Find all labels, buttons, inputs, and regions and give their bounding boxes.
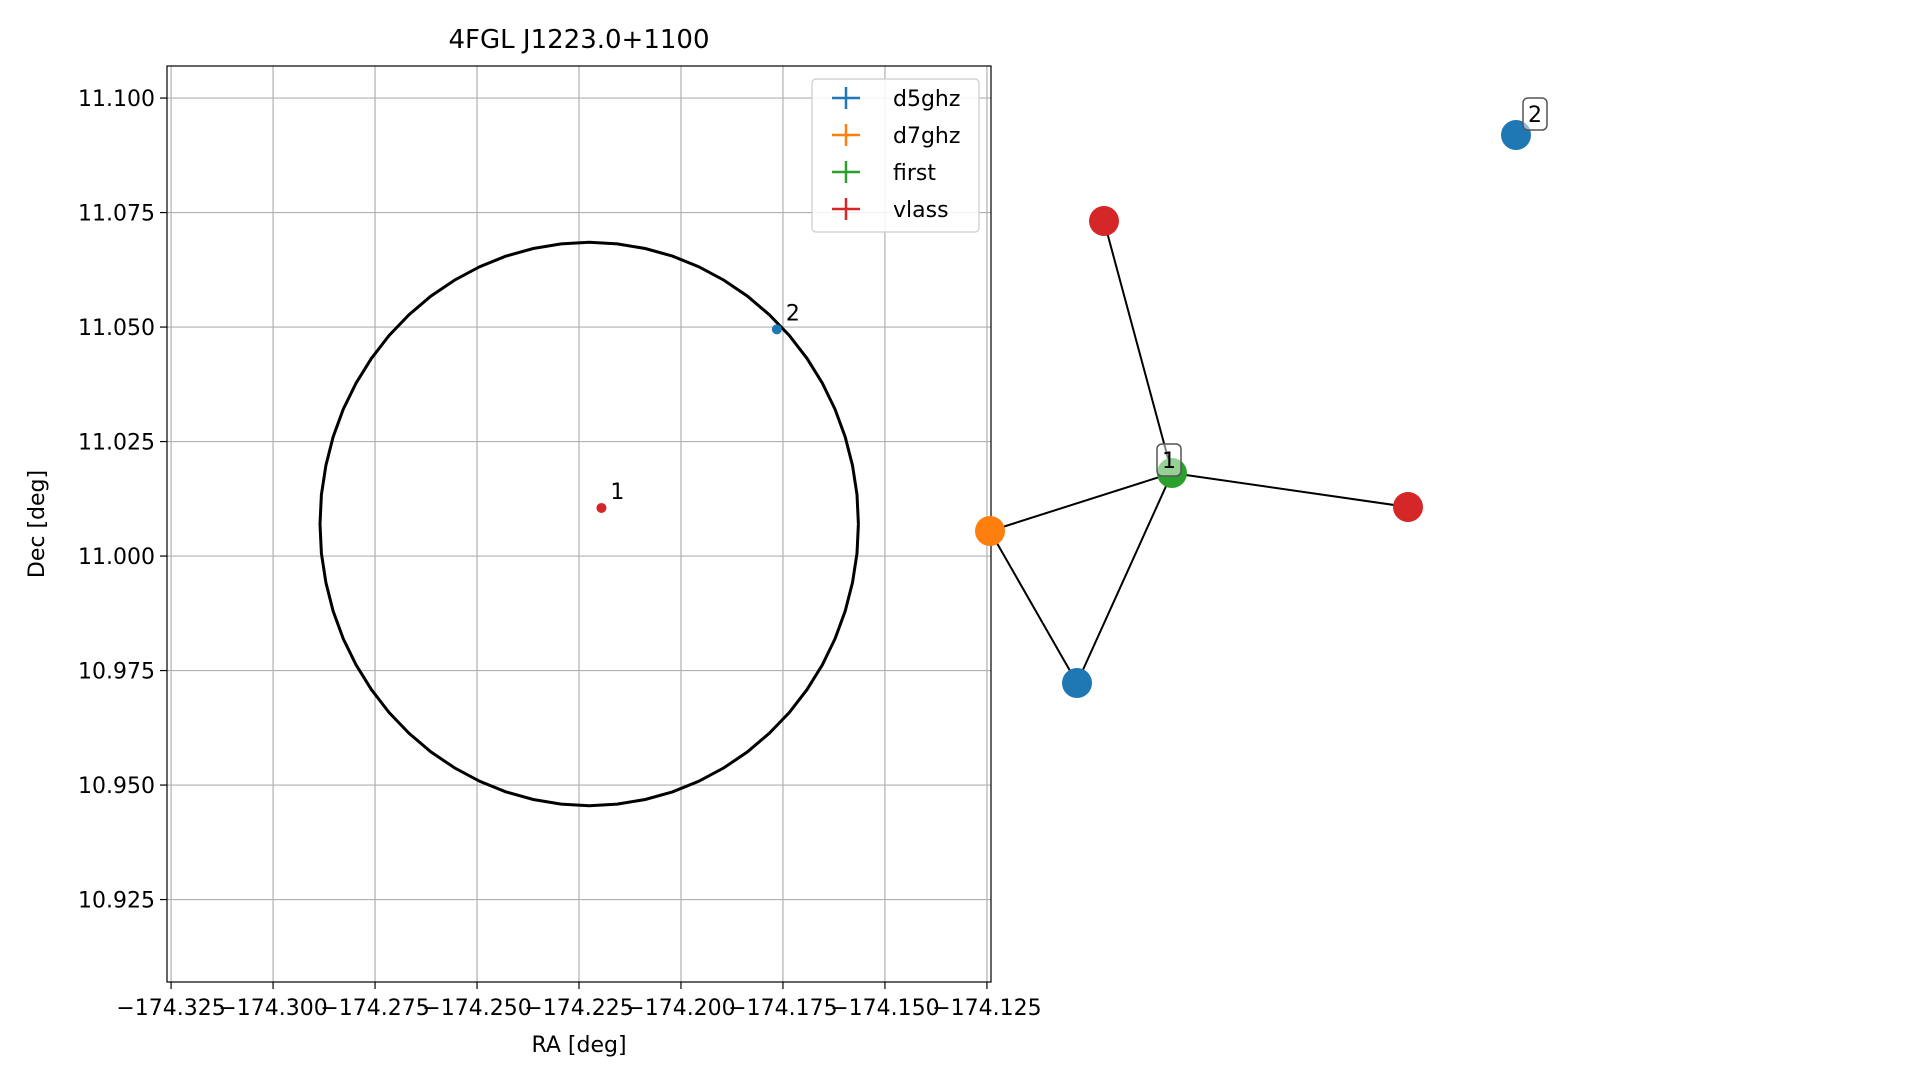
network-nodes: 12 [975, 97, 1548, 698]
y-axis-label: Dec [deg] [25, 470, 50, 578]
y-tick-label: 11.075 [78, 202, 155, 227]
legend-label: vlass [893, 198, 949, 223]
network-edge [1171, 472, 1409, 508]
x-tick-label: −174.200 [626, 996, 735, 1021]
y-tick-label: 11.100 [78, 87, 155, 112]
y-tick-label: 11.000 [78, 545, 155, 570]
chart-title: 4FGL J1223.0+1100 [449, 25, 710, 55]
y-tick-label: 11.025 [78, 431, 155, 456]
legend-entry-first: first [832, 161, 936, 186]
x-axis-label: RA [deg] [531, 1033, 626, 1058]
x-tick-label: −174.325 [116, 996, 225, 1021]
network-edges [989, 220, 1409, 684]
x-tick-label: −174.225 [524, 996, 633, 1021]
legend: d5ghz d7ghz first vlass [811, 78, 980, 233]
x-tick-label: −174.125 [932, 996, 1041, 1021]
grid [167, 66, 991, 982]
legend-entry-vlass: vlass [832, 198, 949, 223]
x-tick-label: −174.250 [422, 996, 531, 1021]
axis-ticks: −174.325−174.300−174.275−174.250−174.225… [78, 87, 1042, 1021]
x-tick-label: −174.275 [320, 996, 429, 1021]
x-tick-label: −174.175 [728, 996, 837, 1021]
legend-entry-d5ghz: d5ghz [832, 87, 960, 112]
y-tick-label: 10.975 [78, 660, 155, 685]
node-label-text: 2 [1528, 103, 1542, 128]
network-node [1393, 492, 1423, 522]
legend-label: d5ghz [893, 87, 960, 112]
node-label-2: 2 [1522, 97, 1548, 131]
network-edge [1076, 472, 1173, 684]
network-graph: 12 [975, 97, 1548, 698]
plot-marks: 12 [318, 240, 860, 808]
network-node [975, 516, 1005, 546]
network-node [1062, 668, 1092, 698]
y-tick-label: 10.950 [78, 774, 155, 799]
node-label-1: 1 [1156, 443, 1182, 477]
scatter-plot: 12 −174.325−174.300−174.275−174.250−174.… [25, 25, 1042, 1058]
source-point-1 [596, 502, 607, 513]
network-node [1089, 206, 1119, 236]
network-edge [989, 472, 1173, 532]
point-label-2: 2 [786, 301, 800, 326]
node-label-box [1156, 443, 1182, 477]
source-point-2 [771, 324, 782, 335]
x-tick-label: −174.150 [830, 996, 939, 1021]
network-edge [989, 530, 1078, 684]
legend-label: d7ghz [893, 124, 960, 149]
error-ellipse [318, 240, 860, 808]
network-edge [1103, 220, 1173, 474]
x-tick-label: −174.300 [218, 996, 327, 1021]
node-label-text: 1 [1162, 449, 1176, 474]
point-label-1: 1 [610, 480, 624, 505]
y-tick-label: 11.050 [78, 316, 155, 341]
legend-box [811, 78, 980, 233]
legend-entry-d7ghz: d7ghz [832, 124, 960, 149]
legend-label: first [893, 161, 936, 186]
node-label-box [1522, 97, 1548, 131]
y-tick-label: 10.925 [78, 889, 155, 914]
